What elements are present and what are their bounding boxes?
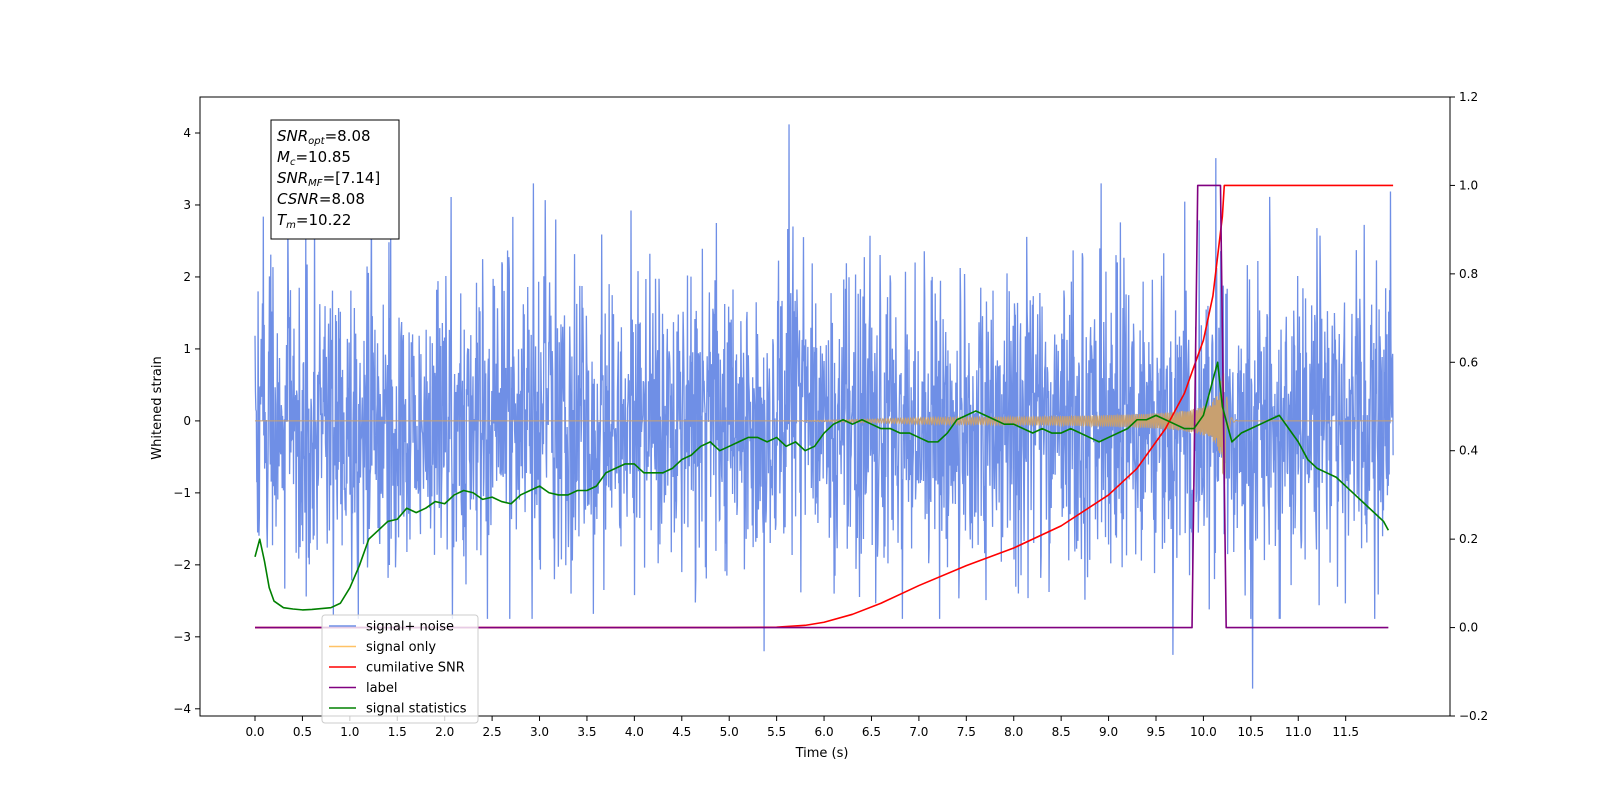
legend-label: label [366,681,397,696]
legend-label: signal+ noise [366,620,454,635]
y-axis-left-label: Whitened strain [150,356,165,459]
y-left-tick-label: 3 [183,198,191,212]
x-tick-label: 10.5 [1237,725,1264,739]
series-label-line [255,184,1389,629]
x-tick-label: 6.0 [815,725,834,739]
annotation-value: =8.08 [325,127,371,145]
annotation-subscript: opt [308,136,325,147]
y-right-tick-label: −0.2 [1459,709,1488,723]
annotation-value: =10.85 [295,148,351,166]
x-tick-label: 11.5 [1332,725,1359,739]
x-tick-label: 8.0 [1004,725,1023,739]
series-signal-noise-line [254,124,1394,689]
annotation-box: SNRopt=8.08Mc=10.85SNRMF=[7.14]CSNR=8.08… [270,119,400,240]
series-signal-only-line [255,365,1394,487]
annotation-symbol: CSNR [277,190,319,208]
y-right-tick-label: 0.6 [1459,355,1478,369]
y-left-tick-label: −2 [173,558,191,572]
x-tick-label: 5.5 [767,725,786,739]
y-axis-left-ticks: 4 3 2 1 0 −1 −2 −3 −4 [173,126,200,716]
x-tick-label: 9.0 [1099,725,1118,739]
plot-frame [199,96,1451,717]
x-tick-label: 8.5 [1052,725,1071,739]
y-right-tick-label: 0.2 [1459,532,1478,546]
annotation-value: =[7.14] [323,169,381,187]
legend-label: signal statistics [366,702,467,717]
series-cumilative-snr-line [255,184,1394,629]
y-right-tick-label: 1.2 [1459,90,1478,104]
annotation-subscript: m [286,220,296,231]
y-axis-right-ticks: 1.2 1.0 0.8 0.6 0.4 0.2 0.0 −0.2 [1450,90,1488,723]
annotation-frame [270,119,400,240]
x-tick-label: 9.5 [1146,725,1165,739]
y-left-tick-label: 0 [183,414,191,428]
x-tick-label: 10.0 [1190,725,1217,739]
x-tick-label: 2.5 [483,725,502,739]
plot-series [254,124,1394,689]
annotation-symbol: SNR [277,127,308,145]
annotation-subscript: MF [308,178,323,189]
annotation-subscript: c [290,157,296,168]
y-right-tick-label: 0.0 [1459,621,1478,635]
x-tick-label: 3.5 [577,725,596,739]
x-tick-label: 0.5 [293,725,312,739]
y-left-tick-label: −1 [173,486,191,500]
annotation-value: =8.08 [319,190,365,208]
legend-frame [321,614,479,724]
series-signal-statistics-line [254,361,1390,611]
x-tick-label: 6.5 [862,725,881,739]
y-left-tick-label: 4 [183,126,191,140]
annotation-symbol: T [277,211,288,229]
x-tick-label: 4.5 [672,725,691,739]
y-right-tick-label: 0.8 [1459,267,1478,281]
legend-label: signal only [366,640,436,655]
x-tick-label: 5.0 [720,725,739,739]
x-tick-label: 7.0 [909,725,928,739]
annotation-value: =10.22 [296,211,352,229]
x-tick-label: 4.0 [625,725,644,739]
y-right-tick-label: 1.0 [1459,178,1478,192]
x-tick-label: 0.0 [245,725,264,739]
x-tick-label: 7.5 [957,725,976,739]
annotation-symbol: M [277,148,290,166]
x-tick-label: 11.0 [1285,725,1312,739]
y-right-tick-label: 0.4 [1459,444,1478,458]
annotation-line: CSNR=8.08 [277,190,365,208]
annotation-line: SNRopt=8.08 [277,127,371,147]
annotation-line: Mc=10.85 [277,148,351,168]
annotation-line: SNRMF=[7.14] [277,169,380,189]
y-left-tick-label: −4 [173,702,191,716]
y-left-tick-label: −3 [173,630,191,644]
annotation-symbol: SNR [277,169,308,187]
x-axis-ticks: 0.0 0.5 1.0 1.5 2.0 2.5 3.0 3.5 4.0 4.5 5.0 5.5 6.0 6… [245,716,1359,739]
x-tick-label: 3.0 [530,725,549,739]
x-tick-label: 2.0 [435,725,454,739]
y-left-tick-label: 1 [183,342,191,356]
annotation-line: Tm=10.22 [277,211,351,231]
x-tick-label: 1.0 [340,725,359,739]
y-left-tick-label: 2 [183,270,191,284]
x-tick-label: 1.5 [388,725,407,739]
x-axis-label: Time (s) [795,746,849,761]
legend-label: cumilative SNR [366,661,465,676]
legend: signal+ noise signal only cumilative SNR la… [321,614,479,724]
